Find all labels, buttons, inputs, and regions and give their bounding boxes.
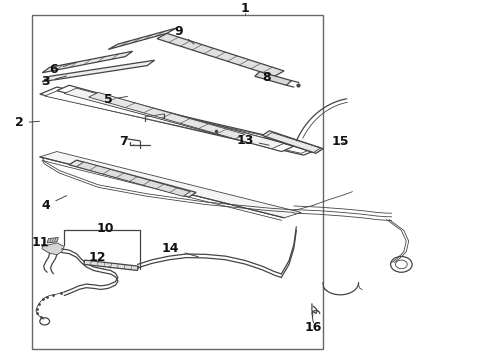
Text: 12: 12 — [89, 251, 111, 268]
Text: 14: 14 — [162, 243, 198, 257]
Text: 4: 4 — [42, 196, 67, 212]
Text: 16: 16 — [305, 320, 322, 334]
Text: 7: 7 — [120, 135, 134, 148]
Polygon shape — [64, 88, 284, 149]
Bar — [32, 15, 323, 348]
Text: 8: 8 — [263, 71, 271, 84]
Polygon shape — [255, 72, 292, 85]
Polygon shape — [47, 238, 58, 243]
Polygon shape — [89, 93, 245, 139]
Polygon shape — [69, 160, 196, 197]
Text: 3: 3 — [41, 75, 67, 88]
Polygon shape — [42, 60, 155, 82]
Polygon shape — [45, 90, 316, 153]
Text: 9: 9 — [175, 25, 194, 44]
Polygon shape — [42, 51, 133, 73]
Text: 15: 15 — [332, 135, 349, 148]
Polygon shape — [40, 152, 301, 218]
Polygon shape — [76, 162, 190, 196]
Text: 1: 1 — [241, 3, 249, 15]
Text: 10: 10 — [97, 222, 115, 235]
Polygon shape — [57, 85, 294, 152]
Polygon shape — [84, 260, 139, 270]
Text: 2: 2 — [15, 116, 40, 129]
Polygon shape — [157, 33, 284, 76]
Polygon shape — [108, 28, 176, 49]
Text: 13: 13 — [236, 134, 269, 147]
Text: 6: 6 — [49, 62, 76, 76]
Polygon shape — [42, 243, 64, 255]
Polygon shape — [262, 131, 323, 153]
Text: 11: 11 — [32, 237, 49, 249]
Text: 5: 5 — [104, 93, 127, 106]
Polygon shape — [40, 87, 321, 155]
